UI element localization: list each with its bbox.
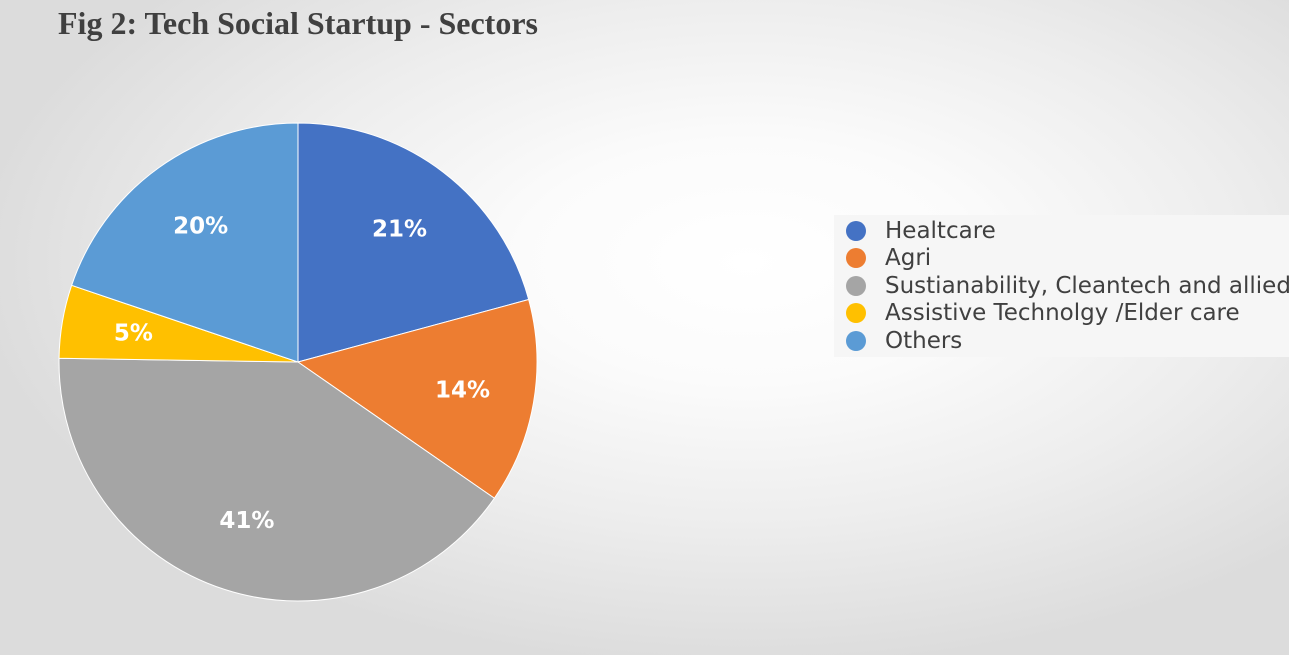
data-label-others: 20% [173, 213, 228, 239]
pie-slice-sustainability [58, 357, 496, 602]
legend-item-sustainability: Sustianability, Cleantech and allied [846, 272, 1289, 300]
legend-label-assistive-technology: Assistive Technolgy /Elder care [885, 300, 1240, 327]
pie-slice-others [70, 122, 299, 363]
pie-slice-agri [296, 298, 538, 499]
data-label-healtcare: 21% [372, 216, 427, 242]
legend-swatch-healtcare [846, 220, 866, 241]
legend-label-healtcare: Healtcare [885, 217, 996, 244]
data-label-agri: 14% [435, 377, 490, 403]
data-label-sustainability: 41% [219, 508, 274, 534]
pie-slice-healtcare [297, 122, 530, 363]
pie-chart: 21% 14% 41% 5% 20% [58, 122, 538, 602]
chart-legend: Healtcare Agri Sustianability, Cleantech… [834, 215, 1289, 357]
legend-label-agri: Agri [885, 245, 932, 272]
legend-swatch-sustainability [846, 275, 866, 296]
legend-item-others: Others [846, 327, 1289, 355]
legend-swatch-agri [846, 248, 866, 269]
pie-slices [58, 122, 538, 602]
legend-label-sustainability: Sustianability, Cleantech and allied [885, 272, 1289, 299]
legend-swatch-assistive-technology [846, 303, 866, 324]
legend-item-assistive-technology: Assistive Technolgy /Elder care [846, 300, 1289, 328]
legend-label-others: Others [885, 327, 963, 354]
legend-item-healtcare: Healtcare [846, 217, 1289, 245]
legend-swatch-others [846, 330, 866, 351]
data-label-assistive-technology: 5% [114, 321, 153, 347]
legend-item-agri: Agri [846, 245, 1289, 273]
chart-title: Fig 2: Tech Social Startup - Sectors [58, 5, 538, 41]
pie-data-labels: 21% 14% 41% 5% 20% [114, 213, 490, 534]
